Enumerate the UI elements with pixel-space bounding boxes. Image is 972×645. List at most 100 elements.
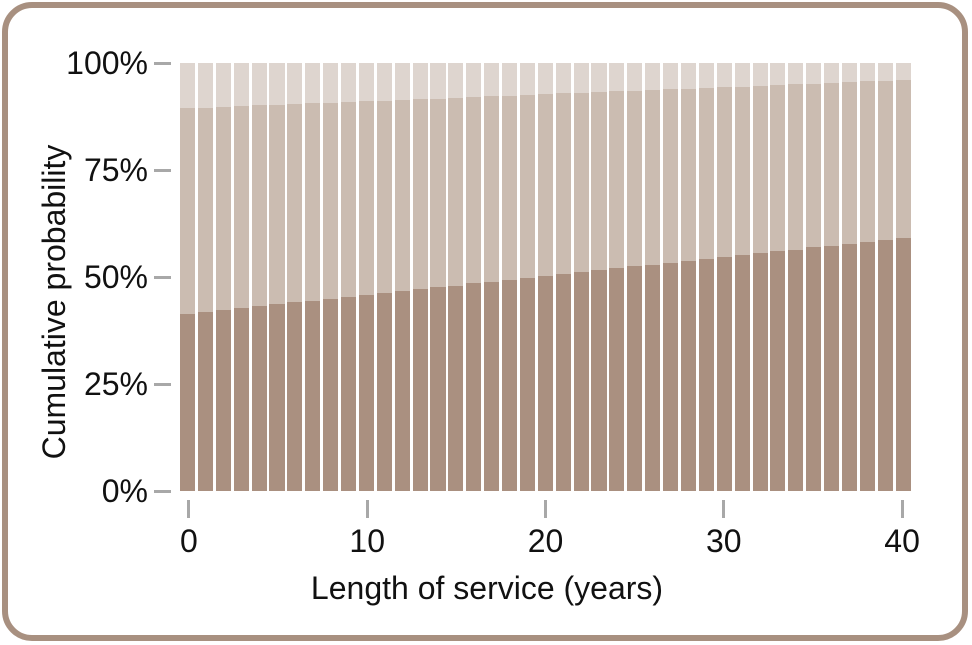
stacked-bar (323, 63, 339, 491)
bar-segment-top (269, 63, 285, 105)
stacked-bar (466, 63, 482, 491)
stacked-bar (698, 63, 714, 491)
bar-segment-middle (841, 82, 858, 244)
bar-segment-top (734, 63, 750, 87)
stacked-bar (502, 63, 518, 491)
bar-segment-middle (770, 85, 786, 252)
stacked-bar (573, 63, 589, 491)
bar-segment-top (519, 63, 536, 96)
bar-segment-middle (269, 104, 285, 305)
bar-segment-bottom (734, 255, 750, 491)
bar-segment-top (251, 63, 267, 106)
bar-segment-top (466, 63, 482, 98)
bar-segment-bottom (609, 268, 625, 491)
bar-segment-top (895, 63, 911, 81)
bar-segment-bottom (663, 262, 679, 491)
bar-segment-middle (323, 102, 339, 299)
bar-segment-top (877, 63, 893, 81)
stacked-bar (180, 63, 196, 491)
bar-segment-middle (305, 103, 321, 301)
bar-segment-bottom (412, 288, 428, 491)
bar-segment-middle (734, 86, 750, 256)
bar-segment-top (537, 63, 553, 95)
x-axis-title: Length of service (years) (310, 570, 664, 606)
stacked-bar (287, 63, 303, 491)
bar-segment-top (841, 63, 858, 83)
x-axis-tick (187, 500, 191, 518)
x-axis-tick (544, 500, 547, 518)
stacked-bar (806, 63, 822, 491)
stacked-bar (877, 63, 893, 491)
y-axis-tick (154, 489, 171, 493)
y-axis-tick-label: 0% (101, 473, 148, 509)
bar-segment-middle (555, 93, 571, 274)
bar-segment-bottom (197, 312, 213, 491)
bar-segment-bottom (233, 308, 249, 491)
bar-segment-middle (251, 105, 267, 307)
bar-segment-middle (752, 85, 768, 254)
bar-segment-bottom (484, 281, 500, 491)
y-axis-tick (154, 275, 171, 279)
bar-segment-bottom (716, 256, 732, 491)
bar-segment-middle (519, 95, 536, 278)
stacked-bar (859, 63, 875, 491)
stacked-bar (269, 63, 285, 491)
bar-segment-top (645, 63, 661, 90)
bar-segment-top (197, 63, 213, 108)
stacked-bar (519, 63, 536, 491)
bar-segment-top (591, 63, 607, 93)
bar-segment-middle (895, 80, 911, 239)
stacked-bar (770, 63, 786, 491)
bar-segment-middle (859, 81, 875, 242)
bar-segment-bottom (537, 275, 553, 491)
y-axis-tick (154, 382, 171, 386)
y-axis-tick-label: 25% (83, 366, 148, 402)
bar-segment-middle (877, 80, 893, 240)
bar-segment-middle (627, 90, 643, 267)
bar-segment-bottom (788, 249, 804, 491)
bar-segment-top (448, 63, 464, 98)
x-axis-tick (722, 500, 726, 518)
bar-segment-middle (466, 97, 482, 284)
bar-segment-bottom (752, 253, 768, 491)
bar-segment-bottom (895, 238, 911, 491)
bar-segment-bottom (323, 298, 339, 491)
bar-segment-top (573, 63, 589, 93)
y-axis-tick-label: 50% (83, 259, 148, 295)
bar-segment-top (698, 63, 714, 88)
stacked-bar (430, 63, 446, 491)
bar-segment-middle (591, 92, 607, 271)
bar-segment-top (412, 63, 428, 100)
y-axis-tick (154, 168, 171, 172)
stacked-bar (305, 63, 321, 491)
stacked-bar (197, 63, 213, 491)
bar-segment-top (484, 63, 500, 97)
bar-segment-top (824, 63, 840, 84)
bar-segment-bottom (269, 304, 285, 491)
bar-segment-top (609, 63, 625, 92)
stacked-bar (841, 63, 858, 491)
bar-segment-top (215, 63, 231, 108)
bar-segment-bottom (502, 279, 518, 491)
bar-segment-bottom (806, 247, 822, 491)
stacked-bar (824, 63, 840, 491)
bar-segment-middle (502, 95, 518, 280)
bar-segment-middle (287, 104, 303, 303)
bar-segment-bottom (215, 309, 231, 491)
bar-segment-middle (394, 99, 410, 292)
stacked-bar (645, 63, 661, 491)
bar-segment-middle (806, 83, 822, 248)
stacked-bar (609, 63, 625, 491)
stacked-bar (484, 63, 500, 491)
bar-segment-middle (573, 92, 589, 273)
y-axis-tick-label: 75% (83, 152, 148, 188)
bar-segment-top (663, 63, 679, 90)
plot-area (180, 63, 911, 491)
bar-segment-bottom (770, 251, 786, 491)
bar-segment-middle (663, 89, 679, 263)
stacked-bar (358, 63, 374, 491)
bar-segment-middle (376, 100, 392, 293)
bar-segment-middle (698, 87, 714, 259)
bar-segment-bottom (573, 272, 589, 491)
